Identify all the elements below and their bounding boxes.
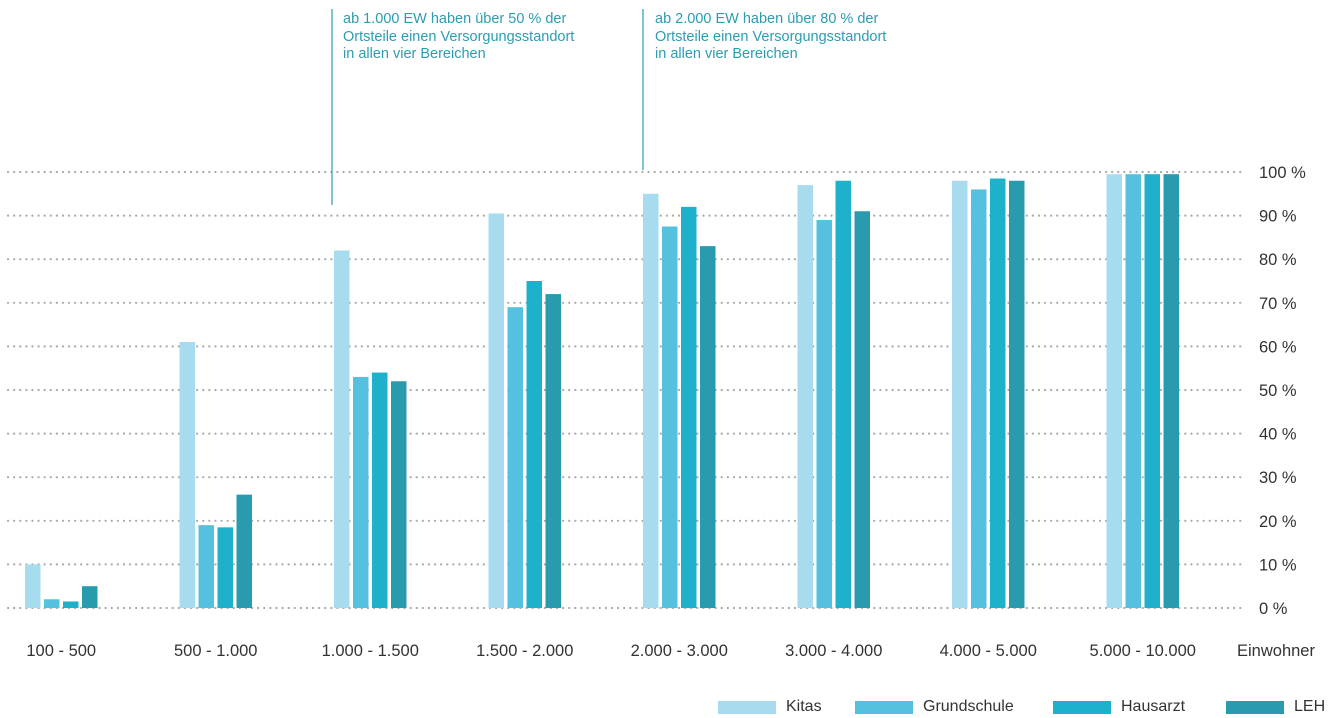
legend-swatch-hausarzt [1053,700,1111,714]
annotation-2: ab 2.000 EW haben über 80 % der Ortsteil… [655,11,886,64]
bar-grundschule-2 [353,376,369,608]
legend-label-kitas: Kitas [786,698,822,715]
x-tick-label: 100 - 500 [26,642,96,660]
x-tick-label: 2.000 - 3.000 [631,642,728,660]
legend-swatch-leh [1226,700,1284,714]
x-tick-label: 4.000 - 5.000 [940,642,1037,660]
legend-label-leh: LEH [1294,698,1326,715]
legend-item-leh: LEH [1226,696,1325,718]
x-tick-labels: 100 - 500 500 - 1.000 1.000 - 1.500 1.500 -… [26,642,1196,660]
y-tick-label: 70 % [1259,295,1297,313]
y-tick-label: 60 % [1259,338,1297,356]
y-tick-label: 100 % [1259,164,1306,182]
bar-kitas-3 [488,213,504,609]
annotation-2-line-1: ab 2.000 EW haben über 80 % der [655,11,879,27]
bar-kitas-4 [643,193,659,609]
bar-grundschule-4 [662,226,678,608]
legend-item-hausarzt: Hausarzt [1053,696,1185,718]
bar-kitas-6 [952,180,968,608]
bar-leh-6 [1009,180,1025,608]
y-tick-label: 30 % [1259,469,1297,487]
legend-label-grundschule: Grundschule [923,698,1014,715]
bar-hausarzt-7 [1144,174,1160,608]
bar-kitas-2 [334,250,350,609]
x-tick-label: 1.500 - 2.000 [476,642,573,660]
bar-leh-1 [236,494,252,608]
bar-leh-7 [1163,174,1179,608]
bar-hausarzt-2 [372,372,388,608]
bar-grundschule-1 [198,525,214,608]
y-tick-labels: 0 % 10 % 20 % 30 % 40 % 50 % 60 % 70 % 80 % 90 % 1… [1259,164,1306,618]
x-tick-label: 500 - 1.000 [174,642,257,660]
bar-grundschule-7 [1125,174,1141,608]
legend-label-hausarzt: Hausarzt [1121,698,1186,715]
legend-item-grundschule: Grundschule [855,696,1014,718]
legend-swatch-kitas [718,700,776,714]
x-tick-label: 5.000 - 10.000 [1090,642,1196,660]
bar-hausarzt-5 [835,180,851,608]
legend-swatch-grundschule [855,700,913,714]
y-tick-label: 40 % [1259,426,1297,444]
y-tick-label: 80 % [1259,251,1297,269]
bar-grundschule-3 [507,307,523,608]
bar-leh-0 [82,586,98,608]
bar-leh-4 [700,246,716,608]
y-tick-label: 90 % [1259,208,1297,226]
annotation-2-line-2: Ortsteile einen Versorgungsstandort [655,28,887,45]
x-axis-label: Einwohner [1237,642,1315,660]
bar-leh-2 [391,381,407,608]
bar-hausarzt-1 [217,527,233,608]
legend-item-kitas: Kitas [718,696,822,718]
bars [25,174,1179,609]
bar-kitas-1 [179,342,195,608]
y-tick-label: 0 % [1259,600,1288,618]
annotation-1-line-3: in allen vier Bereichen [343,46,486,62]
bar-grundschule-5 [816,219,832,608]
annotation-2-line-3: in allen vier Bereichen [655,46,798,62]
gridlines [6,170,1248,610]
bar-hausarzt-6 [990,178,1006,609]
bar-leh-3 [545,294,561,608]
bar-kitas-0 [25,564,41,608]
y-tick-label: 10 % [1259,556,1297,574]
x-tick-label: 3.000 - 4.000 [785,642,882,660]
y-tick-label: 50 % [1259,382,1297,400]
x-tick-label: 1.000 - 1.500 [322,642,419,660]
bar-leh-5 [854,211,870,609]
bar-grundschule-6 [971,189,987,608]
bar-hausarzt-0 [63,601,79,608]
annotation-1-line-1: ab 1.000 EW haben über 50 % der [343,11,567,27]
y-tick-label: 20 % [1259,513,1297,531]
bar-grundschule-0 [44,599,60,608]
bar-kitas-5 [797,185,813,608]
bar-kitas-7 [1106,174,1122,608]
annotation-1: ab 1.000 EW haben über 50 % der Ortsteil… [343,11,574,64]
bar-hausarzt-3 [526,281,542,608]
annotation-lines [331,9,644,205]
bar-hausarzt-4 [681,206,697,608]
annotation-1-line-2: Ortsteile einen Versorgungsstandort [343,28,575,45]
